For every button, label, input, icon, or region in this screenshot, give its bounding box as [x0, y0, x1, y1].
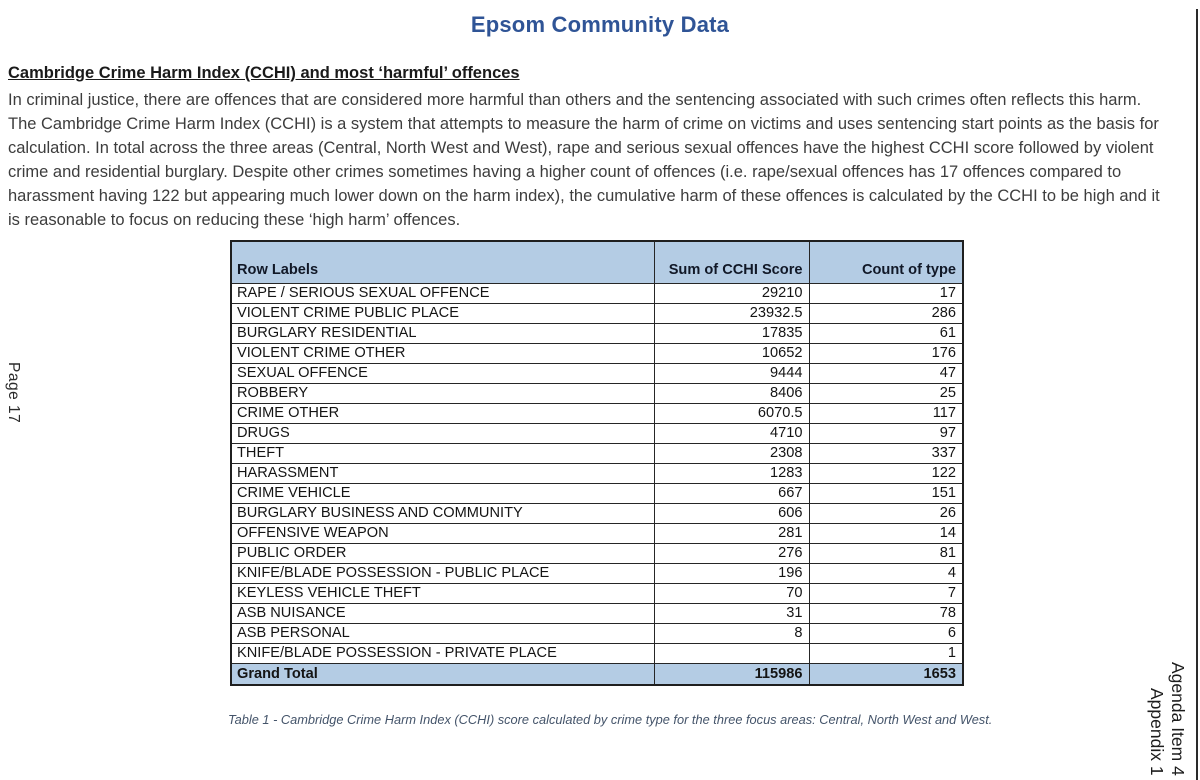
table-row: OFFENSIVE WEAPON 281 14	[230, 522, 964, 544]
table-header: Row Labels Sum of CCHI Score Count of ty…	[230, 240, 964, 284]
cchi-score-cell: 8	[653, 622, 810, 644]
page-number-label: Page 17	[5, 362, 22, 424]
table-row: ROBBERY 8406 25	[230, 382, 964, 404]
column-header-cchi-score: Sum of CCHI Score	[653, 240, 810, 284]
crime-type-cell: VIOLENT CRIME OTHER	[230, 342, 655, 364]
cchi-score-cell: 17835	[653, 322, 810, 344]
table-row: BURGLARY RESIDENTIAL 17835 61	[230, 322, 964, 344]
table-row: KEYLESS VEHICLE THEFT 70 7	[230, 582, 964, 604]
crime-type-cell: DRUGS	[230, 422, 655, 444]
count-cell: 6	[808, 622, 964, 644]
count-cell: 4	[808, 562, 964, 584]
cchi-score-cell: 1283	[653, 462, 810, 484]
count-cell: 61	[808, 322, 964, 344]
crime-type-cell: KEYLESS VEHICLE THEFT	[230, 582, 655, 604]
right-margin-rule	[1196, 9, 1198, 780]
table-row: CRIME OTHER 6070.5 117	[230, 402, 964, 424]
table-row: VIOLENT CRIME PUBLIC PLACE 23932.5 286	[230, 302, 964, 324]
count-cell: 97	[808, 422, 964, 444]
count-cell: 337	[808, 442, 964, 464]
count-cell: 1	[808, 642, 964, 664]
cchi-score-cell: 667	[653, 482, 810, 504]
cchi-score-cell: 281	[653, 522, 810, 544]
cchi-score-cell: 29210	[653, 282, 810, 304]
count-cell: 14	[808, 522, 964, 544]
cchi-table: Row Labels Sum of CCHI Score Count of ty…	[230, 240, 964, 686]
count-cell: 81	[808, 542, 964, 564]
cchi-score-cell: 115986	[653, 662, 810, 686]
crime-type-cell: CRIME VEHICLE	[230, 482, 655, 504]
crime-type-cell: ASB PERSONAL	[230, 622, 655, 644]
table-row: KNIFE/BLADE POSSESSION - PUBLIC PLACE 196…	[230, 562, 964, 584]
cchi-section: Cambridge Crime Harm Index (CCHI) and mo…	[8, 64, 1166, 232]
table-row: ASB NUISANCE 31 78	[230, 602, 964, 624]
grand-total-row: Grand Total 115986 1653	[230, 662, 964, 686]
cchi-score-cell: 4710	[653, 422, 810, 444]
agenda-item-label: Agenda Item 4	[1168, 662, 1188, 776]
cchi-score-cell: 10652	[653, 342, 810, 364]
crime-type-cell: ASB NUISANCE	[230, 602, 655, 624]
cchi-score-cell: 196	[653, 562, 810, 584]
crime-type-cell: VIOLENT CRIME PUBLIC PLACE	[230, 302, 655, 324]
count-cell: 17	[808, 282, 964, 304]
section-paragraph: In criminal justice, there are offences …	[8, 91, 1160, 229]
cchi-score-cell: 9444	[653, 362, 810, 384]
cchi-score-cell: 6070.5	[653, 402, 810, 424]
appendix-label: Appendix 1	[1147, 688, 1167, 776]
crime-type-cell: BURGLARY RESIDENTIAL	[230, 322, 655, 344]
table-row: VIOLENT CRIME OTHER 10652 176	[230, 342, 964, 364]
agenda-appendix-label: Agenda Item 4 Appendix 1	[1146, 601, 1188, 776]
count-cell: 47	[808, 362, 964, 384]
crime-type-cell: OFFENSIVE WEAPON	[230, 522, 655, 544]
crime-type-cell: CRIME OTHER	[230, 402, 655, 424]
column-header-count: Count of type	[808, 240, 964, 284]
table-row: CRIME VEHICLE 667 151	[230, 482, 964, 504]
table-row: DRUGS 4710 97	[230, 422, 964, 444]
crime-type-cell: RAPE / SERIOUS SEXUAL OFFENCE	[230, 282, 655, 304]
crime-type-cell: SEXUAL OFFENCE	[230, 362, 655, 384]
count-cell: 7	[808, 582, 964, 604]
table-row: PUBLIC ORDER 276 81	[230, 542, 964, 564]
cchi-score-cell: 23932.5	[653, 302, 810, 324]
cchi-score-cell: 606	[653, 502, 810, 524]
table-caption: Table 1 - Cambridge Crime Harm Index (CC…	[228, 712, 993, 727]
count-cell: 151	[808, 482, 964, 504]
table-row: BURGLARY BUSINESS AND COMMUNITY 606 26	[230, 502, 964, 524]
crime-type-cell: PUBLIC ORDER	[230, 542, 655, 564]
table-body: RAPE / SERIOUS SEXUAL OFFENCE 29210 17 VIOL…	[230, 282, 964, 686]
crime-type-cell: BURGLARY BUSINESS AND COMMUNITY	[230, 502, 655, 524]
table-row: KNIFE/BLADE POSSESSION - PRIVATE PLACE 1	[230, 642, 964, 664]
table-row: RAPE / SERIOUS SEXUAL OFFENCE 29210 17	[230, 282, 964, 304]
cchi-score-cell	[653, 642, 810, 664]
count-cell: 78	[808, 602, 964, 624]
column-header-row-labels: Row Labels	[230, 240, 655, 284]
table-row: THEFT 2308 337	[230, 442, 964, 464]
count-cell: 25	[808, 382, 964, 404]
count-cell: 117	[808, 402, 964, 424]
crime-type-cell: THEFT	[230, 442, 655, 464]
cchi-score-cell: 8406	[653, 382, 810, 404]
cchi-score-cell: 276	[653, 542, 810, 564]
cchi-score-cell: 70	[653, 582, 810, 604]
count-cell: 176	[808, 342, 964, 364]
table-row: ASB PERSONAL 8 6	[230, 622, 964, 644]
table-row: SEXUAL OFFENCE 9444 47	[230, 362, 964, 384]
crime-type-cell: Grand Total	[230, 662, 655, 686]
cchi-score-cell: 2308	[653, 442, 810, 464]
section-heading: Cambridge Crime Harm Index (CCHI) and mo…	[8, 64, 520, 82]
page-title: Epsom Community Data	[470, 12, 730, 37]
count-cell: 122	[808, 462, 964, 484]
count-cell: 26	[808, 502, 964, 524]
crime-type-cell: ROBBERY	[230, 382, 655, 404]
crime-type-cell: KNIFE/BLADE POSSESSION - PUBLIC PLACE	[230, 562, 655, 584]
cchi-score-cell: 31	[653, 602, 810, 624]
count-cell: 1653	[808, 662, 964, 686]
count-cell: 286	[808, 302, 964, 324]
crime-type-cell: HARASSMENT	[230, 462, 655, 484]
crime-type-cell: KNIFE/BLADE POSSESSION - PRIVATE PLACE	[230, 642, 655, 664]
table-row: HARASSMENT 1283 122	[230, 462, 964, 484]
